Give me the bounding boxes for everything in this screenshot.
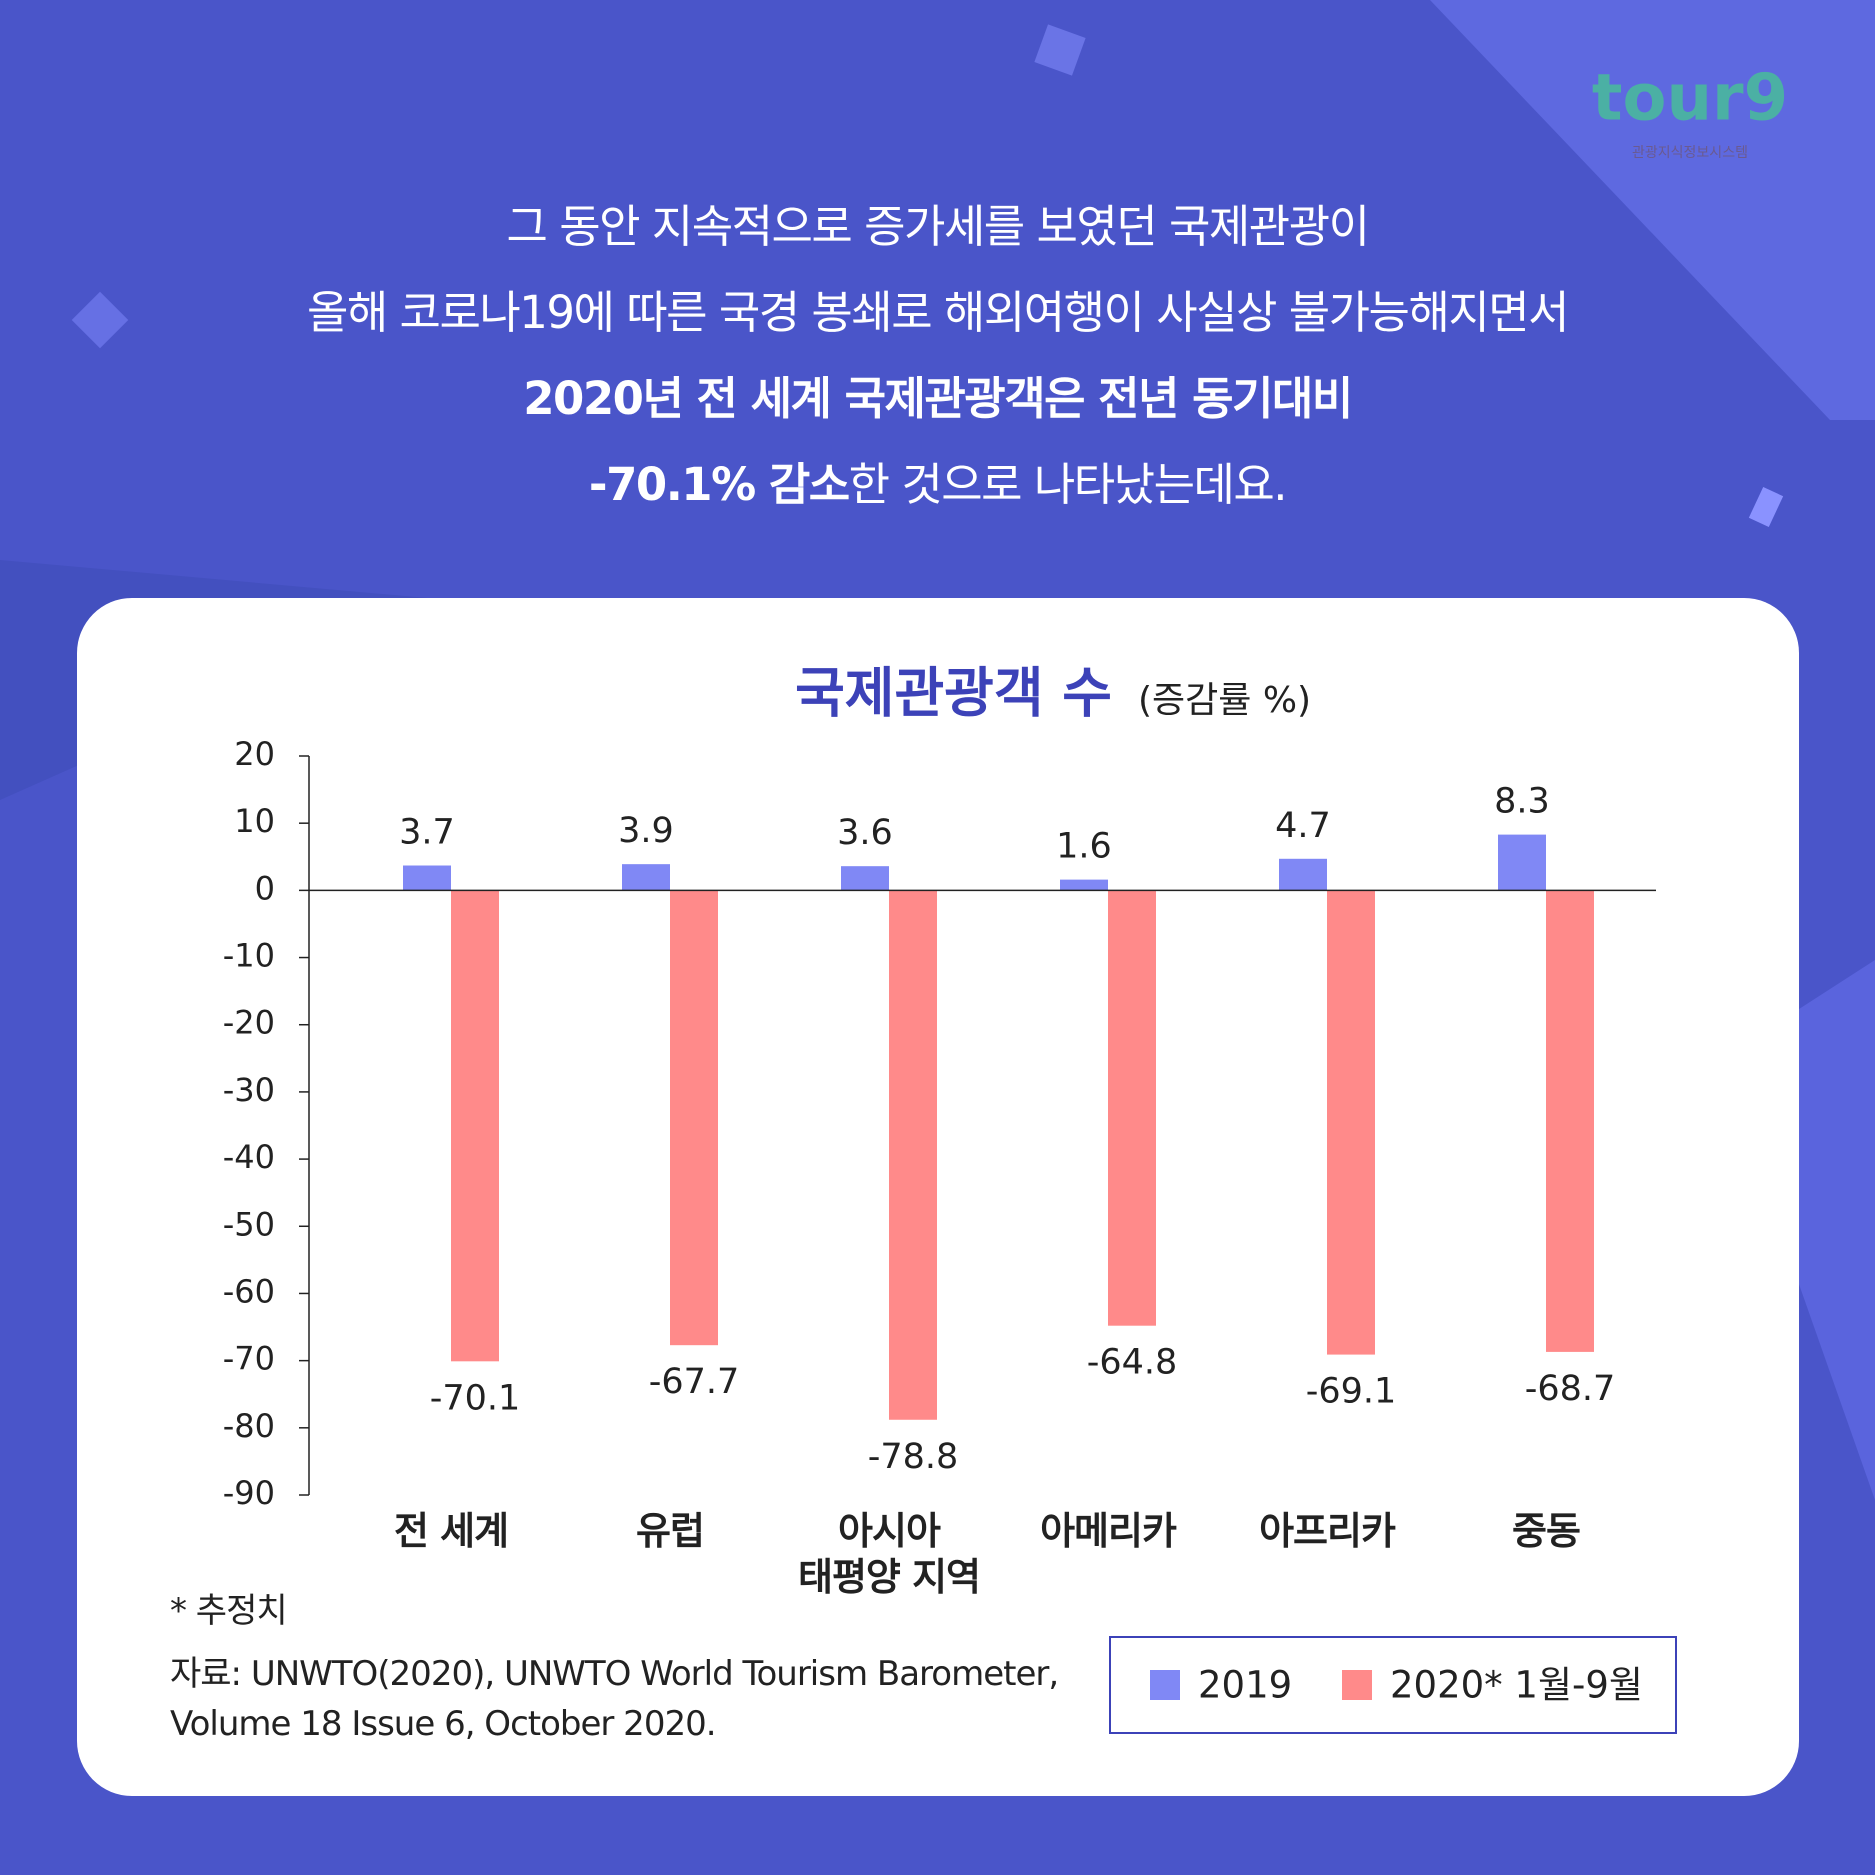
decor [1430, 0, 1875, 420]
value-label: -69.1 [1306, 1372, 1397, 1412]
header-line: 그 동안 지속적으로 증가세를 보였던 국제관광이 [0, 190, 1875, 255]
decor [1748, 486, 1784, 528]
chart-card [77, 598, 1799, 1796]
legend-label: 2020* 1월-9월 [1390, 1664, 1643, 1707]
footnote: * 추정치 [170, 1591, 288, 1631]
header-text: 올해 코로나19에 따른 국경 봉쇄로 해외여행이 사실상 불가능해지면서 [306, 286, 1570, 339]
bar [403, 865, 451, 891]
y-tick-label: -40 [223, 1138, 275, 1176]
bar [1498, 834, 1546, 891]
logo: tour9 [1592, 62, 1788, 136]
y-tick-label: -90 [223, 1474, 275, 1512]
source: 자료: UNWTO(2020), UNWTO World Tourism Bar… [170, 1654, 1059, 1744]
bar [622, 864, 670, 891]
bar [670, 890, 718, 1346]
legend-swatch [1150, 1670, 1180, 1700]
value-label: 4.7 [1275, 806, 1331, 846]
logo-subtext: 관광지식정보시스템 [1632, 145, 1748, 161]
y-tick-label: -50 [223, 1205, 275, 1243]
y-tick-label: -60 [223, 1272, 275, 1310]
header-text: 2020년 전 세계 국제관광객은 전년 동기대비 [523, 372, 1353, 425]
y-tick-label: -30 [223, 1071, 275, 1109]
value-label: -78.8 [868, 1437, 959, 1477]
bar [889, 890, 937, 1420]
header-line: -70.1% 감소한 것으로 나타났는데요. [0, 448, 1875, 513]
legend-box [1109, 1636, 1677, 1734]
x-tick-label: 아시아 태평양 지역 [797, 1509, 981, 1599]
value-label: 3.9 [618, 811, 674, 851]
y-tick-label: -70 [223, 1340, 275, 1378]
header-line: 2020년 전 세계 국제관광객은 전년 동기대비 [0, 362, 1875, 427]
header-line: 올해 코로나19에 따른 국경 봉쇄로 해외여행이 사실상 불가능해지면서 [0, 276, 1875, 341]
x-tick-label: 아메리카 [1040, 1509, 1177, 1553]
value-label: 3.7 [399, 813, 455, 853]
chart-title: 국제관광객 수 [795, 662, 1112, 725]
x-tick-label: 아프리카 [1259, 1509, 1396, 1553]
legend-label: 2019 [1198, 1664, 1292, 1707]
x-tick-label: 전 세계 [393, 1509, 509, 1553]
header-text: -70.1% 감소 [588, 458, 850, 511]
bar [1546, 890, 1594, 1352]
value-label: -70.1 [430, 1378, 521, 1418]
y-tick-label: -20 [223, 1004, 275, 1042]
value-label: 3.6 [837, 813, 893, 853]
value-label: 1.6 [1056, 827, 1112, 867]
value-label: -68.7 [1525, 1369, 1616, 1409]
header-text: 한 것으로 나타났는데요. [848, 458, 1288, 511]
bar [1108, 890, 1156, 1326]
value-label: -64.8 [1087, 1343, 1178, 1383]
value-label: 8.3 [1494, 782, 1550, 822]
y-tick-label: -80 [223, 1407, 275, 1445]
x-tick-label: 유럽 [636, 1509, 705, 1553]
y-tick-label: 20 [234, 735, 275, 773]
y-tick-label: -10 [223, 937, 275, 975]
bar [1327, 890, 1375, 1355]
bar [841, 866, 889, 891]
y-tick-label: 0 [255, 869, 275, 907]
bar [451, 890, 499, 1362]
legend-swatch [1342, 1670, 1372, 1700]
value-label: -67.7 [649, 1362, 740, 1402]
bar [1279, 858, 1327, 891]
header-text: 그 동안 지속적으로 증가세를 보였던 국제관광이 [506, 200, 1370, 253]
decor [1034, 24, 1086, 76]
bar [1060, 879, 1108, 891]
x-tick-label: 중동 [1512, 1509, 1581, 1553]
chart-subtitle: (증감률 %) [1138, 680, 1311, 721]
y-tick-label: 10 [234, 802, 275, 840]
